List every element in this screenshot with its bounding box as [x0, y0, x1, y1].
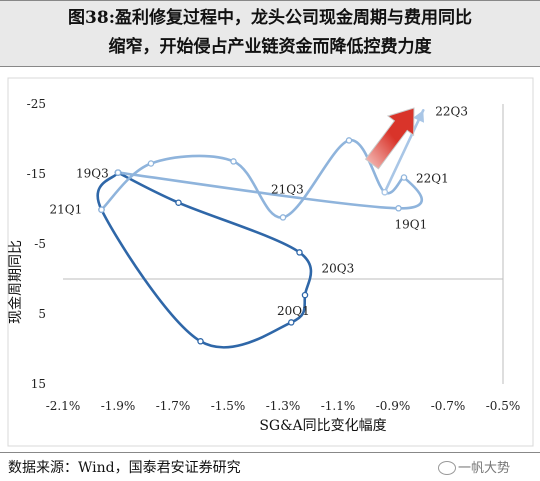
data-point — [230, 158, 237, 165]
series-layer — [96, 109, 425, 349]
chart-title-line-1: 图38:盈利修复过程中，龙头公司现金周期与费用同比 — [68, 8, 472, 28]
data-point — [400, 174, 408, 181]
y-tick-label: 15 — [31, 377, 46, 391]
data-point — [345, 137, 353, 144]
point-label: 19Q1 — [395, 217, 428, 231]
data-point — [381, 188, 388, 196]
x-tick-label: -0.7% — [431, 399, 466, 413]
data-point — [296, 249, 303, 256]
point-label: 21Q3 — [271, 182, 304, 196]
point-label: 22Q1 — [416, 172, 449, 186]
data-point — [175, 199, 182, 206]
wechat-icon — [438, 461, 456, 475]
data-point — [147, 160, 155, 167]
x-tick-label: -2.1% — [46, 399, 81, 413]
y-axis-title: 现金周期同比 — [8, 240, 24, 324]
label-layer: 19Q3 21Q1 20Q1 20Q3 19Q1 22Q1 21Q3 22Q3 — [50, 104, 469, 318]
source-note: 数据来源：Wind，国泰君安证券研究 — [8, 460, 241, 476]
chart-title: 图38:盈利修复过程中，龙头公司现金周期与费用同比 缩窄，开始侵占产业链资金而降… — [0, 0, 540, 67]
point-label: 20Q1 — [277, 304, 310, 318]
series-line-1 — [96, 171, 313, 349]
series-arrowhead — [413, 110, 425, 123]
point-label: 22Q3 — [435, 104, 468, 118]
x-tick-label: -1.3% — [266, 399, 301, 413]
x-tick-label: -1.7% — [156, 399, 191, 413]
x-tick-label: -0.9% — [376, 399, 411, 413]
data-point — [395, 205, 402, 212]
arrow-layer — [364, 107, 415, 170]
y-tick-label: 5 — [38, 307, 46, 321]
data-point — [279, 214, 287, 221]
series-line-3 — [383, 109, 425, 194]
data-point — [197, 338, 204, 345]
point-label: 20Q3 — [322, 261, 355, 275]
marker-layer — [98, 137, 408, 345]
x-tick-label: -1.5% — [211, 399, 246, 413]
y-tick-label: -5 — [34, 237, 46, 251]
x-tick-label: -1.1% — [321, 399, 356, 413]
series-line-2 — [100, 139, 424, 219]
data-point — [287, 319, 295, 326]
point-label: 19Q3 — [76, 167, 109, 181]
y-tick-label: -15 — [27, 167, 46, 181]
chart-title-line-2: 缩窄，开始侵占产业链资金而降低控费力度 — [108, 37, 432, 57]
watermark: 一帆大势 — [458, 461, 511, 476]
data-point — [98, 206, 105, 213]
x-tick-label: -0.5% — [486, 399, 521, 413]
plot-frame — [7, 77, 534, 447]
x-axis-title: SG&A同比变化幅度 — [259, 418, 386, 434]
footer: 数据来源：Wind，国泰君安证券研究 一帆大势 — [0, 452, 540, 481]
axes: -2.1% -1.9% -1.7% -1.5% -1.3% -1.1% -0.9% -0.7%… — [7, 77, 534, 447]
x-tick-label: -1.9% — [101, 399, 136, 413]
trend-arrow — [364, 107, 415, 170]
y-tick-label: -25 — [27, 97, 46, 111]
data-point — [114, 169, 122, 176]
data-point — [301, 291, 309, 299]
point-label: 21Q1 — [50, 203, 83, 217]
